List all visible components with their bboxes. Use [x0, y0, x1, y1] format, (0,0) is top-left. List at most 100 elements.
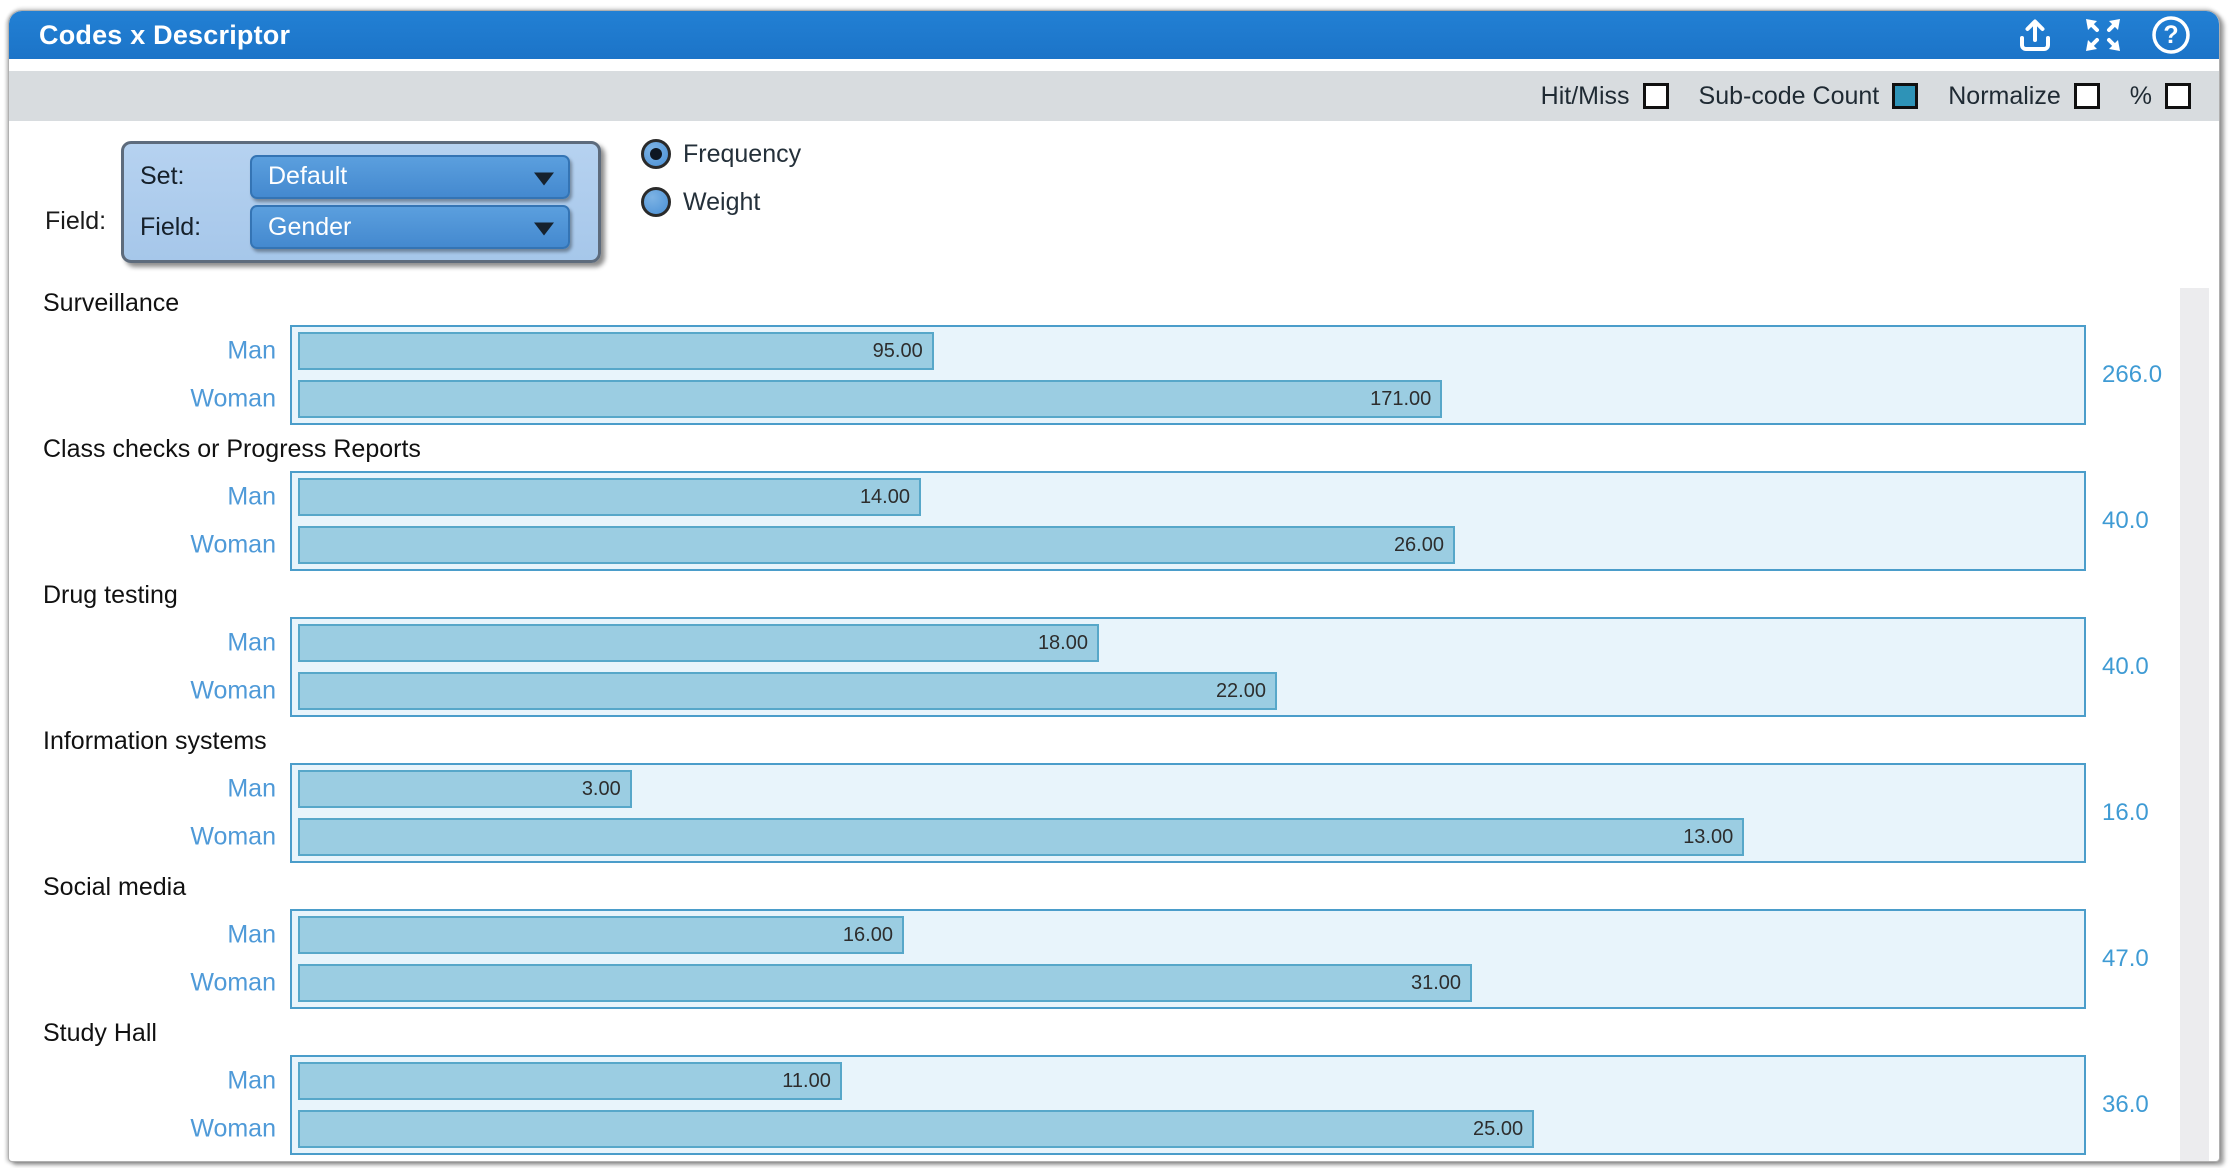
bar-row: Woman 22.00 [190, 672, 2078, 710]
bar-value-label: 3.00 [581, 777, 621, 800]
radio-label: Weight [683, 187, 761, 216]
codes-x-descriptor-window: Codes x Descriptor ? [8, 10, 2220, 1162]
bar-row: Man 11.00 [227, 1062, 2078, 1100]
group-total: 47.0 [2102, 945, 2149, 972]
field-controls: Field: Set: Default Field: Gender Freque… [9, 121, 2219, 289]
bar-value-label: 31.00 [1410, 971, 1462, 994]
bar-category-label: Man [227, 482, 276, 511]
checkbox-label: % [2129, 81, 2152, 110]
group-box: Man 18.00 Woman 22.00 [190, 617, 2086, 717]
bar-value-label: 171.00 [1370, 387, 1432, 410]
chevron-down-icon [534, 222, 554, 236]
bar-value-label: 25.00 [1473, 1117, 1524, 1140]
group-title: Class checks or Progress Reports [43, 435, 421, 463]
--checkbox[interactable] [2165, 83, 2191, 109]
chart-group: Study Hall Man 11.00 Woman 25.00 36.0 [9, 1019, 2219, 1155]
group-total: 40.0 [2102, 507, 2149, 534]
field-panel: Set: Default Field: Gender [121, 141, 601, 263]
group-total: 36.0 [2102, 1091, 2149, 1118]
group-title: Information systems [43, 727, 267, 755]
bar-value-label: 14.00 [859, 485, 910, 508]
group-total: 40.0 [2102, 653, 2149, 680]
radio-button-icon[interactable] [641, 187, 671, 217]
radio-weight[interactable]: Weight [641, 187, 801, 217]
bar-category-label: Woman [190, 530, 276, 559]
bar[interactable]: 25.00 [298, 1110, 1535, 1148]
set-dropdown-value: Default [268, 162, 348, 191]
bar-row: Man 18.00 [227, 624, 2078, 662]
bar[interactable]: 11.00 [298, 1062, 842, 1100]
bar[interactable]: 3.00 [298, 770, 632, 808]
checkbox-label: Sub-code Count [1698, 81, 1880, 110]
set-label: Set: [140, 162, 185, 191]
bar[interactable]: 14.00 [298, 478, 921, 516]
chart-options-toolbar: Hit/Miss Sub-code Count Normalize% [9, 71, 2219, 121]
field-outer-label: Field: [45, 207, 107, 235]
field-label: Field: [140, 212, 202, 241]
bar-category-label: Woman [190, 1114, 276, 1143]
group-box: Man 95.00 Woman 171.00 [190, 325, 2086, 425]
bar[interactable]: 95.00 [298, 332, 934, 370]
chevron-down-icon [534, 172, 554, 186]
sub-code-count-checkbox[interactable] [1892, 83, 1919, 109]
bar[interactable]: 16.00 [298, 916, 904, 954]
checkbox-label: Hit/Miss [1540, 81, 1630, 110]
group-total: 266.0 [2102, 361, 2163, 388]
group-box: Man 14.00 Woman 26.00 [190, 471, 2086, 571]
bar-value-label: 11.00 [782, 1069, 831, 1092]
group-title: Drug testing [43, 581, 178, 609]
radio-button-icon[interactable] [641, 139, 671, 169]
export-icon[interactable] [2013, 15, 2057, 55]
bar-row: Man 14.00 [227, 478, 2078, 516]
titlebar: Codes x Descriptor ? [9, 11, 2219, 59]
bar-category-label: Woman [190, 822, 276, 851]
bar[interactable]: 26.00 [298, 526, 1455, 564]
group-title: Study Hall [43, 1019, 157, 1047]
bar-category-label: Woman [190, 384, 276, 413]
bar[interactable]: 22.00 [298, 672, 1277, 710]
checkbox-label: Normalize [1948, 81, 2061, 110]
vertical-scrollbar[interactable] [2180, 288, 2209, 1161]
bar-row: Woman 26.00 [190, 526, 2078, 564]
bar-category-label: Man [227, 628, 276, 657]
svg-text:?: ? [2163, 21, 2178, 49]
bar[interactable]: 18.00 [298, 624, 1099, 662]
bar-row: Woman 13.00 [190, 818, 2078, 856]
bar-value-label: 13.00 [1683, 825, 1734, 848]
bar-row: Man 3.00 [227, 770, 2078, 808]
bar-row: Woman 31.00 [190, 964, 2078, 1002]
set-dropdown[interactable]: Default [250, 154, 570, 199]
bar-value-label: 95.00 [872, 339, 923, 362]
bar[interactable]: 171.00 [298, 380, 1443, 418]
bar-category-label: Woman [190, 676, 276, 705]
expand-icon[interactable] [2081, 15, 2125, 55]
radio-frequency[interactable]: Frequency [641, 139, 801, 169]
group-box: Man 3.00 Woman 13.00 [190, 763, 2086, 863]
bar-value-label: 26.00 [1393, 533, 1444, 556]
bar[interactable]: 31.00 [298, 964, 1473, 1002]
bar[interactable]: 13.00 [298, 818, 1745, 856]
chart-group: Social media Man 16.00 Woman 31.00 47.0 [9, 873, 2219, 1009]
bar-category-label: Woman [190, 968, 276, 997]
bar-row: Man 95.00 [227, 332, 2078, 370]
group-box: Man 11.00 Woman 25.00 [190, 1055, 2086, 1155]
bar-value-label: 16.00 [842, 923, 893, 946]
radio-label: Frequency [683, 139, 802, 168]
window-title: Codes x Descriptor [39, 19, 291, 50]
field-dropdown-value: Gender [268, 212, 352, 241]
hit-miss-checkbox[interactable] [1642, 83, 1669, 109]
bar-value-label: 18.00 [1037, 631, 1088, 654]
group-total: 16.0 [2102, 799, 2149, 826]
group-box: Man 16.00 Woman 31.00 [190, 909, 2086, 1009]
chart-group: Information systems Man 3.00 Woman 13.00 16… [9, 727, 2219, 863]
group-title: Surveillance [43, 289, 180, 317]
bar-category-label: Man [227, 1066, 276, 1095]
help-icon[interactable]: ? [2149, 15, 2193, 55]
chart-area: Surveillance Man 95.00 Woman 171.00 266.0 C… [9, 289, 2219, 1155]
chart-group: Class checks or Progress Reports Man 14.0… [9, 435, 2219, 571]
chart-group: Surveillance Man 95.00 Woman 171.00 266.0 [9, 289, 2219, 425]
field-dropdown[interactable]: Gender [250, 205, 570, 250]
bar-category-label: Man [227, 774, 276, 803]
bar-value-label: 22.00 [1215, 679, 1266, 702]
normalize-checkbox[interactable] [2073, 83, 2100, 109]
